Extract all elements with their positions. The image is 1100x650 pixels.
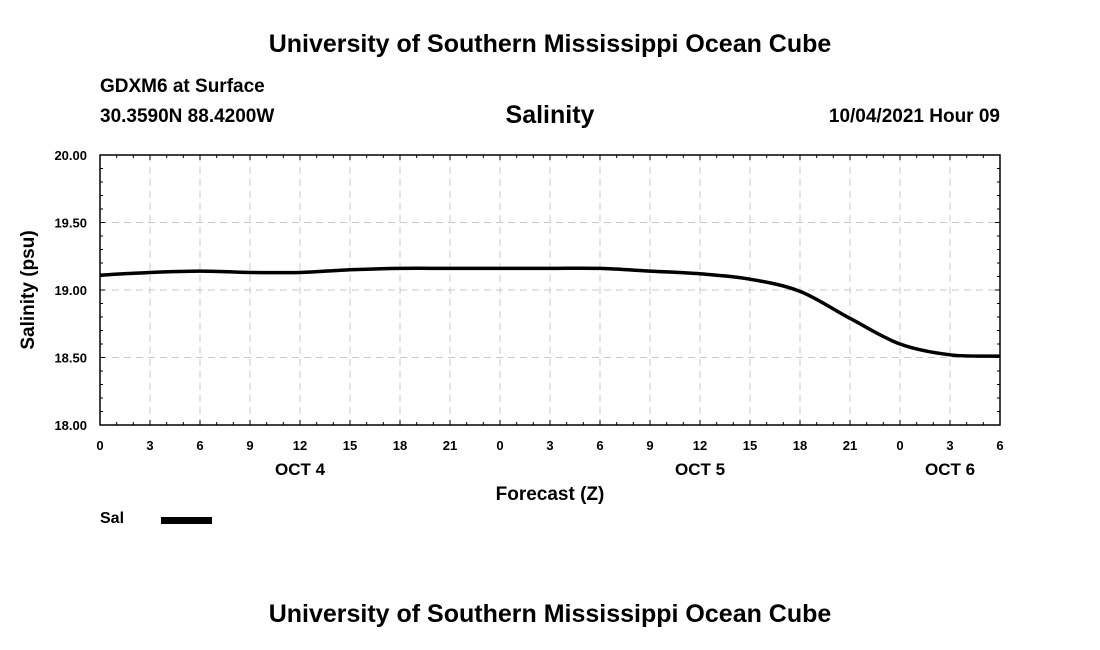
x-tick-label: 18 [793, 438, 807, 453]
x-tick-label: 18 [393, 438, 407, 453]
x-tick-label: 0 [896, 438, 903, 453]
grid [100, 155, 1000, 425]
chart-title: Salinity [505, 101, 595, 129]
x-tick-label: 3 [546, 438, 553, 453]
legend-label: Sal [100, 510, 125, 527]
x-tick-label: 6 [996, 438, 1003, 453]
x-day-label: OCT 4 [275, 460, 326, 479]
x-tick-label: 6 [596, 438, 603, 453]
x-tick-label: 0 [496, 438, 503, 453]
x-tick-label: 15 [343, 438, 357, 453]
page-title: University of Southern Mississippi Ocean… [268, 30, 832, 58]
x-tick-label: 12 [293, 438, 307, 453]
station-coordinates: 30.3590N 88.4200W [100, 106, 275, 127]
x-tick-label: 3 [146, 438, 153, 453]
station-label: GDXM6 at Surface [100, 76, 265, 97]
forecast-datetime: 10/04/2021 Hour 09 [828, 106, 1000, 127]
x-tick-label: 15 [743, 438, 757, 453]
x-tick-label: 6 [196, 438, 203, 453]
x-tick-label: 12 [693, 438, 707, 453]
y-tick-label: 18.50 [54, 351, 87, 366]
series [99, 266, 1001, 358]
y-tick-label: 19.00 [54, 283, 87, 298]
x-axis-title: Forecast (Z) [496, 484, 605, 505]
x-tick-label: 3 [946, 438, 953, 453]
y-tick-label: 18.00 [54, 418, 87, 433]
x-day-label: OCT 5 [675, 460, 725, 479]
footer-title: University of Southern Mississippi Ocean… [268, 600, 832, 628]
x-tick-label: 9 [246, 438, 253, 453]
axis-labels: 0 3 6 9 12 15 18 21 0 3 6 9 12 15 18 21 0 3 6 18.00 18.50 19.… [18, 148, 1004, 505]
x-tick-label: 9 [646, 438, 653, 453]
y-axis-title: Salinity (psu) [18, 230, 39, 349]
plot-frame [99, 154, 1001, 426]
x-tick-label: 21 [443, 438, 457, 453]
x-tick-label: 0 [96, 438, 103, 453]
legend-line-swatch [161, 517, 212, 524]
y-tick-label: 20.00 [54, 148, 87, 163]
x-tick-label: 21 [843, 438, 857, 453]
x-day-label: OCT 6 [925, 460, 975, 479]
y-tick-label: 19.50 [54, 216, 87, 231]
